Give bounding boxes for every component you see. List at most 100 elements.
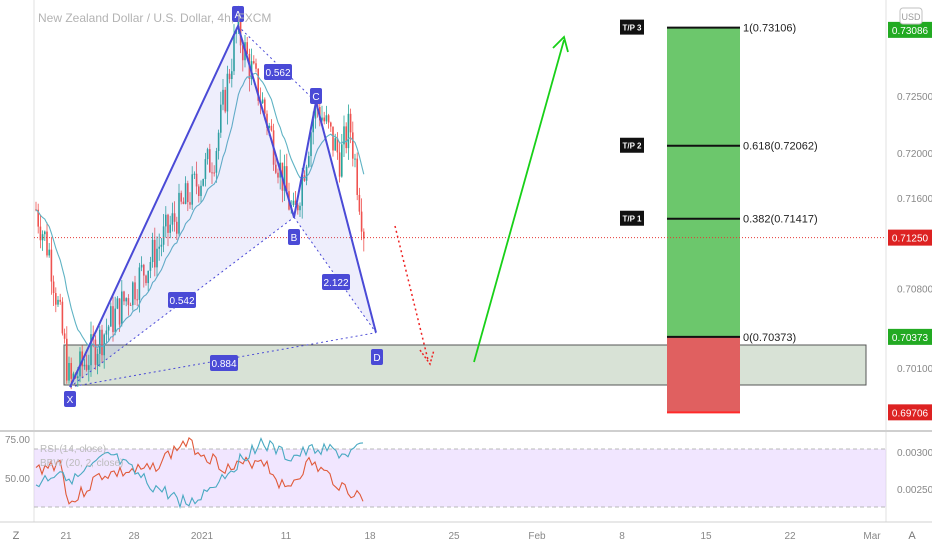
ratio-label: 0.562 [265, 68, 290, 79]
price-tag [888, 404, 932, 421]
candle-body [363, 231, 365, 239]
candle-body [88, 365, 90, 370]
oscillator-right-tick: 0.00250 [897, 485, 932, 496]
candle-body [94, 339, 97, 365]
price-tag-label: 0.71250 [892, 234, 929, 245]
oscillator-legend: RSI (14, close) [40, 444, 106, 455]
candle-body [246, 42, 248, 54]
candle-body [270, 125, 273, 131]
candle-body [264, 99, 266, 114]
candle-body [46, 231, 48, 256]
candle-body [356, 158, 358, 195]
time-tick-label: 21 [60, 531, 72, 542]
pattern-point-marker [64, 391, 76, 407]
candle-body [224, 89, 226, 112]
chart-title: New Zealand Dollar / U.S. Dollar, 4h, FX… [38, 11, 271, 25]
candle-body [110, 306, 112, 327]
stop-box [667, 336, 740, 413]
candle-body [151, 239, 154, 262]
pattern-point-label: D [373, 353, 380, 364]
candle-body [68, 363, 70, 381]
candle-body [283, 166, 286, 191]
time-tick-label: Feb [528, 531, 546, 542]
candle-body [334, 138, 336, 151]
candle-body [195, 173, 198, 187]
candle-body [294, 200, 297, 205]
target-label: 0.618(0.72062) [743, 141, 818, 153]
candle-body [134, 282, 136, 300]
bbw-line [35, 436, 364, 510]
candle-body [231, 71, 233, 80]
target-label: 0(0.70373) [743, 332, 796, 344]
oscillator-band [34, 449, 886, 507]
price-tag [888, 229, 932, 246]
candle-body [268, 125, 270, 128]
time-tick-label: 18 [364, 531, 376, 542]
candle-body [222, 89, 224, 105]
candle-body [90, 334, 92, 366]
price-tag-label: 0.70373 [892, 333, 929, 344]
candle-body [132, 282, 134, 306]
target-box [667, 27, 740, 337]
candle-body [336, 138, 339, 153]
price-scale [886, 0, 932, 550]
pattern-point-label: B [291, 233, 298, 244]
candle-body [180, 192, 182, 202]
candle-body [66, 338, 68, 381]
candle-body [297, 204, 299, 211]
pattern-point-marker [310, 88, 322, 104]
candle-body [202, 178, 204, 186]
candle-body [129, 304, 132, 306]
currency-label: USD [901, 12, 921, 22]
pattern-point-label: C [312, 92, 319, 103]
price-tick-label: 0.70800 [897, 285, 932, 296]
candle-body [77, 376, 79, 379]
candle-body [162, 226, 165, 245]
candle-body [330, 122, 332, 127]
candle-body [55, 293, 57, 305]
candle-body [198, 186, 200, 196]
pattern-ratio-line [237, 25, 317, 103]
candle-body [178, 192, 180, 234]
candle-body [116, 298, 119, 309]
ratio-badge [168, 292, 196, 308]
candle-body [149, 261, 152, 271]
candle-body [83, 364, 86, 367]
candle-body [193, 173, 196, 175]
candle-body [189, 202, 191, 205]
candle-body [173, 213, 176, 222]
candle-body [125, 298, 127, 302]
time-tick-label: 22 [784, 531, 796, 542]
candle-body [226, 73, 229, 112]
price-tick-label: 0.72500 [897, 92, 932, 103]
candle-body [204, 159, 207, 179]
candle-body [261, 99, 264, 104]
candle-body [255, 63, 257, 69]
candle-body [105, 330, 108, 335]
pattern-point-label: A [235, 10, 242, 21]
candle-body [213, 172, 215, 174]
candle-body [176, 221, 178, 234]
candle-body [358, 194, 361, 212]
right-scale-button[interactable]: A [908, 530, 916, 542]
candle-body [233, 33, 235, 72]
candle-body [52, 281, 55, 294]
currency-button[interactable] [899, 7, 923, 25]
forecast-down-arrowhead [419, 349, 435, 366]
candle-body [312, 118, 314, 133]
time-tick-label: 15 [700, 531, 712, 542]
candle-body [347, 113, 350, 149]
oscillator-right-tick: 0.00300 [897, 448, 932, 459]
forecast-up-arrow [473, 39, 565, 363]
target-tag [620, 210, 644, 226]
left-scale-button[interactable]: Z [13, 530, 20, 542]
ratio-label: 2.122 [323, 278, 348, 289]
candle-body [200, 185, 202, 196]
candle-body [101, 329, 103, 356]
candle-body [325, 115, 328, 122]
oscillator-legend: BBW (20, 2, close) [40, 458, 123, 469]
candle-body [48, 249, 50, 256]
target-tag-label: T/P 2 [623, 142, 643, 151]
